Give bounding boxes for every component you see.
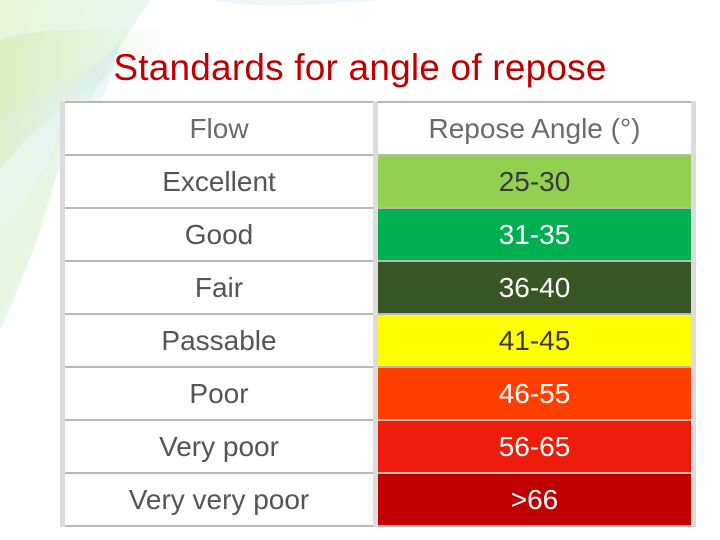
flow-cell: Very very poor (60, 472, 378, 527)
table-row: Poor 46-55 (60, 366, 696, 421)
table-row: Very poor 56-65 (60, 419, 696, 474)
table-row: Good 31-35 (60, 207, 696, 262)
angle-cell: 31-35 (373, 207, 696, 262)
slide-title: Standards for angle of repose (113, 47, 607, 88)
angle-cell: 36-40 (373, 260, 696, 315)
angle-cell: 25-30 (373, 154, 696, 209)
angle-of-repose-table: Flow Repose Angle (°) Excellent 25-30 Go… (60, 101, 696, 527)
flow-cell: Excellent (60, 154, 378, 209)
flow-cell: Poor (60, 366, 378, 421)
flow-cell: Very poor (60, 419, 378, 474)
table-row: Very very poor >66 (60, 472, 696, 527)
flow-cell: Fair (60, 260, 378, 315)
angle-of-repose-table-container: Flow Repose Angle (°) Excellent 25-30 Go… (60, 101, 696, 527)
angle-cell: >66 (373, 472, 696, 527)
angle-cell: 46-55 (373, 366, 696, 421)
angle-cell: 56-65 (373, 419, 696, 474)
angle-cell: 41-45 (373, 313, 696, 368)
header-repose-angle: Repose Angle (°) (373, 101, 696, 156)
header-flow: Flow (60, 101, 378, 156)
table-row: Fair 36-40 (60, 260, 696, 315)
flow-cell: Good (60, 207, 378, 262)
table-row: Excellent 25-30 (60, 154, 696, 209)
table-body: Excellent 25-30 Good 31-35 Fair 36-40 Pa… (60, 154, 696, 527)
table-header-row: Flow Repose Angle (°) (60, 101, 696, 156)
table-row: Passable 41-45 (60, 313, 696, 368)
flow-cell: Passable (60, 313, 378, 368)
